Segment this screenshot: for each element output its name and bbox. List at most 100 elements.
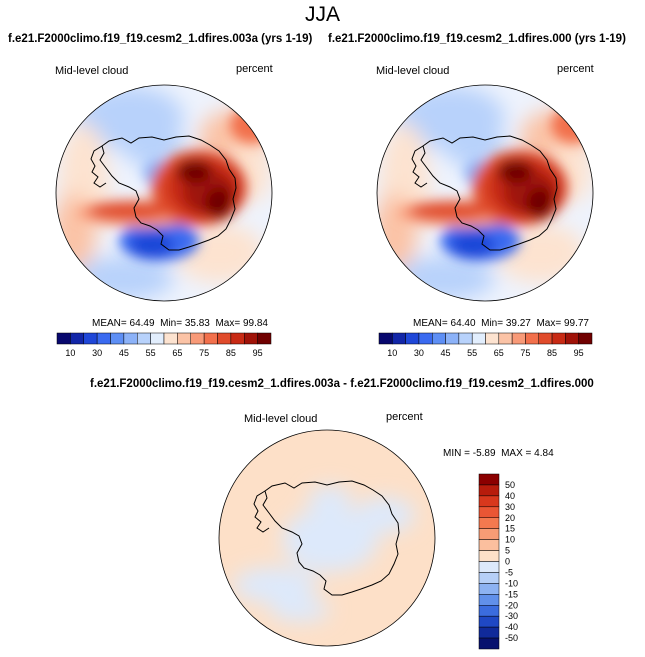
panel-3-colorbar-swatch [478,506,500,518]
panel-3-stats: MIN = -5.89 MAX = 4.84 [443,448,554,459]
panel-2-mean-label: MEAN= [413,318,448,329]
panel-1-colorbar-swatch [217,332,232,345]
panel-1-colorbar-swatch [150,332,165,345]
panel-3-colorbar-tick-label: -10 [505,578,518,588]
panel-1-colorbar-swatch [96,332,111,345]
panel-1-colorbar-swatch [177,332,191,345]
panel-2-map [376,84,594,302]
panel-2-colorbar-swatch [511,332,526,345]
panel-2-colorbar-swatch [445,332,460,345]
panel-3-colorbar-swatch [478,572,500,584]
panel-3-colorbar-tick-label: -30 [505,611,518,621]
panel-1-colorbar-tick-label: 55 [146,348,156,358]
panel-1-colorbar-tick-label: 85 [226,348,236,358]
panel-2-units-label: percent [557,63,594,75]
panel-2-colorbar-swatch [578,332,593,345]
panel-1-max-value: 99.84 [242,318,268,329]
panel-3-colorbar-swatch [478,594,500,606]
panel-2-colorbar-tick-label: 45 [441,348,451,358]
panel-3-colorbar-tick-label: 40 [505,491,515,501]
panel-2-min-label: Min= [481,318,504,329]
panel-3-max-value: 4.84 [534,448,554,459]
panel-3-title: f.e21.F2000climo.f19_f19.cesm2_1.dfires.… [90,378,594,390]
panel-2-colorbar-swatch [392,332,406,345]
panel-2-colorbar-swatch [485,332,500,345]
panel-1-colorbar-swatch [110,332,125,345]
panel-1-map [55,84,273,302]
panel-1-colorbar-tick-label: 95 [253,348,263,358]
panel-2-max-label: Max= [536,318,562,329]
panel-2-colorbar-tick-label: 75 [520,348,530,358]
panel-2-mean-value: 64.40 [450,318,476,329]
panel-3-colorbar-tick-label: 30 [505,502,515,512]
panel-2-colorbar-swatch [458,332,473,345]
panel-2-colorbar-tick-label: 30 [414,348,424,358]
panel-1-colorbar-swatch [190,332,205,345]
panel-3-max-label: MAX = [501,448,532,459]
panel-1-mean-label: MEAN= [92,318,127,329]
panel-3-min-value: -5.89 [472,448,496,459]
panel-3-colorbar-swatch [478,605,500,617]
panel-2-colorbar-swatch [565,332,579,345]
panel-2-colorbar-swatch [471,332,486,345]
panel-1-colorbar-tick-label: 65 [172,348,182,358]
panel-2-variable-label: Mid-level cloud [376,65,450,77]
panel-1-colorbar-tick-label: 30 [92,348,102,358]
panel-1-stats: MEAN= 64.49 Min= 35.83 Max= 99.84 [92,318,268,329]
panel-1-colorbar-swatch [163,332,178,345]
panel-3-colorbar-tick-label: -15 [505,589,518,599]
panel-3-min-label: MIN = [443,448,470,459]
panel-2-colorbar-swatch [551,332,566,345]
panel-3-variable-label: Mid-level cloud [244,413,318,425]
panel-3-colorbar-swatch [478,550,500,562]
panel-2-colorbar-tick-label: 65 [494,348,504,358]
panel-3-colorbar-tick-label: 15 [505,524,515,534]
panel-3-colorbar-swatch [478,473,500,486]
panel-2-colorbar-tick-label: 85 [547,348,557,358]
panel-3-colorbar-swatch [478,484,500,497]
panel-1-colorbar-tick-label: 75 [199,348,209,358]
panel-3-colorbar-tick-label: 20 [505,513,515,523]
panel-3-colorbar-tick-label: 5 [505,546,510,556]
panel-1-colorbar-swatch [137,332,151,345]
panel-2-title: f.e21.F2000climo.f19_f19.cesm2_1.dfires.… [328,33,626,45]
panel-1-min-value: 35.83 [184,318,210,329]
panel-1-colorbar-swatch [70,332,84,345]
panel-1-colorbar-swatch [123,332,138,345]
panel-1-max-label: Max= [215,318,241,329]
panel-2-stats: MEAN= 64.40 Min= 39.27 Max= 99.77 [413,318,589,329]
panel-2-colorbar-swatch [498,332,513,345]
panel-1-colorbar-swatch [56,332,71,345]
panel-2-min-value: 39.27 [505,318,531,329]
panel-1-mean-value: 64.49 [129,318,155,329]
panel-1-variable-label: Mid-level cloud [55,65,129,77]
panel-1-colorbar-tick-label: 10 [65,348,75,358]
panel-1-title: f.e21.F2000climo.f19_f19.cesm2_1.dfires.… [8,33,313,45]
panel-1-units-label: percent [236,63,273,75]
panel-3-colorbar-tick-label: -50 [505,633,518,643]
panel-1-colorbar: 10 30 45 55 65 75 85 95 [56,332,272,358]
panel-3-colorbar-tick-label: 50 [505,480,515,490]
panel-3-colorbar-swatch [478,561,500,573]
panel-2-colorbar-swatch [525,332,539,345]
panel-2-colorbar: 10 30 45 55 65 75 85 95 [378,332,593,358]
panel-1-colorbar-swatch [257,332,272,345]
panel-1-colorbar-swatch [244,332,258,345]
panel-2-colorbar-swatch [432,332,446,345]
panel-2-colorbar-tick-label: 95 [574,348,584,358]
panel-3-map [218,429,436,647]
panel-2-max-value: 99.77 [563,318,589,329]
panel-2-colorbar-swatch [538,332,553,345]
panel-3-colorbar-swatch [478,528,500,540]
panel-3-colorbar-tick-label: -40 [505,622,518,632]
panel-3-colorbar-swatch [478,495,500,508]
page-title: JJA [304,3,340,26]
panel-3-colorbar-swatch [478,637,500,650]
panel-1-colorbar-swatch [203,332,218,345]
panel-2-colorbar-swatch [405,332,420,345]
panel-3-colorbar-swatch [478,583,500,595]
panel-3-colorbar-tick-label: -5 [505,567,513,577]
panel-3-colorbar-tick-label: 0 [505,557,510,567]
panel-1-colorbar-swatch [83,332,98,345]
